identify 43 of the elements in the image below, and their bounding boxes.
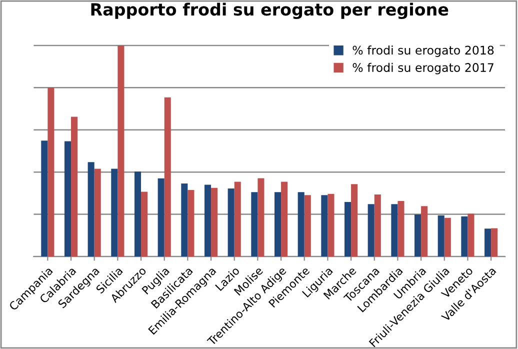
bar — [461, 216, 468, 257]
legend-label: % frodi su erogato 2017 — [352, 62, 494, 74]
bar — [188, 190, 194, 257]
bar — [141, 192, 148, 257]
bar — [164, 97, 171, 257]
bar — [111, 168, 118, 257]
bar — [274, 192, 282, 257]
bar — [421, 206, 428, 257]
bar — [204, 184, 212, 257]
bar — [234, 182, 241, 257]
bar — [158, 178, 164, 257]
bar — [328, 194, 334, 257]
bar — [368, 204, 374, 257]
bar — [351, 184, 358, 257]
bar — [211, 188, 218, 257]
bar — [41, 140, 48, 257]
bar — [64, 141, 72, 257]
bar — [391, 204, 398, 257]
bar — [251, 192, 258, 257]
bar — [444, 218, 451, 257]
bar — [438, 215, 444, 257]
bar — [414, 214, 422, 257]
bar — [321, 195, 328, 257]
bar — [281, 182, 288, 257]
bar — [181, 183, 188, 257]
bar — [258, 178, 264, 257]
legend-label: % frodi su erogato 2018 — [352, 46, 494, 57]
bar — [491, 228, 498, 257]
bar — [71, 116, 78, 257]
bar — [468, 214, 474, 257]
bar — [88, 162, 94, 257]
bar — [134, 171, 142, 257]
bar — [344, 202, 352, 257]
bar — [298, 192, 304, 257]
bar — [304, 195, 311, 257]
bar — [94, 168, 101, 257]
bar — [398, 201, 404, 257]
bar — [484, 228, 492, 257]
chart-title: Rapporto frodi su erogato per regione — [91, 2, 448, 20]
bar — [118, 45, 124, 257]
bar — [48, 88, 54, 257]
bar — [228, 188, 234, 257]
bar — [374, 194, 381, 257]
